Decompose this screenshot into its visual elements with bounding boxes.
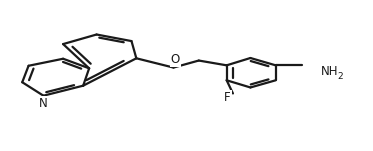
Text: N: N xyxy=(39,97,48,110)
Text: F: F xyxy=(224,91,231,104)
Text: O: O xyxy=(171,53,180,66)
Text: NH: NH xyxy=(321,65,339,78)
Text: 2: 2 xyxy=(337,72,343,81)
